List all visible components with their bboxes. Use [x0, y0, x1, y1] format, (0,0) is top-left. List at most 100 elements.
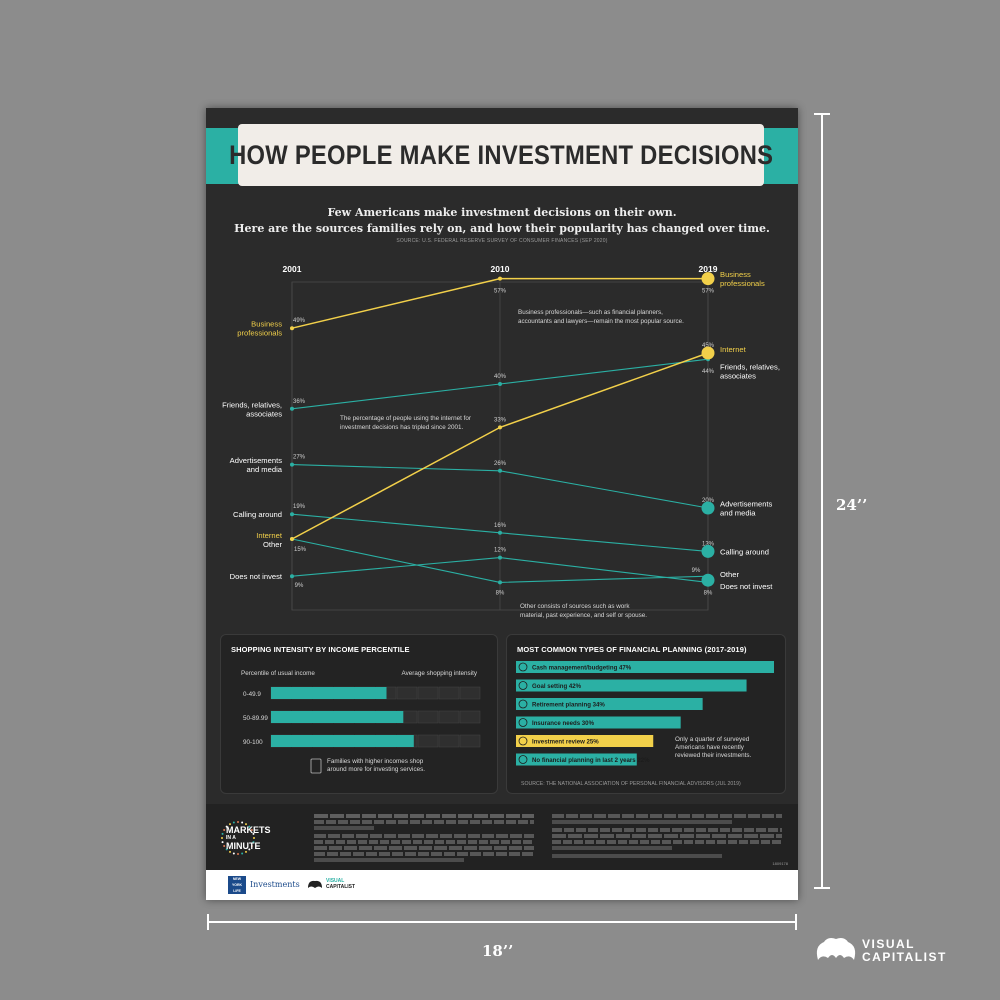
data-point: [498, 425, 502, 430]
logo-dot: [221, 841, 224, 844]
logo-dot: [248, 825, 251, 828]
markets-line-3: MINUTE: [226, 841, 261, 851]
shopping-note: around more for investing services.: [327, 766, 425, 773]
other-annotation: material, past experience, and self or s…: [520, 612, 647, 619]
data-label: 26%: [494, 461, 507, 467]
logo-dot: [237, 853, 239, 855]
data-point: [290, 537, 294, 541]
logo-dot: [225, 848, 228, 851]
intensity-bar: [271, 687, 387, 699]
planning-bar: [516, 735, 654, 747]
footer-disclaimer-text: [552, 812, 782, 868]
data-label: 36%: [293, 399, 306, 405]
shopping-x-label: Percentile of usual income: [241, 670, 315, 677]
intensity-cell: [417, 686, 439, 700]
markets-logo: MARKETS IN A MINUTE: [226, 826, 271, 851]
intensity-cell: [438, 710, 460, 724]
data-point: [290, 574, 294, 579]
logo-dot: [229, 823, 231, 826]
data-label: 13%: [702, 541, 715, 547]
data-label: 40%: [494, 374, 507, 380]
intensity-cell: [459, 734, 481, 748]
logo-dot: [223, 845, 226, 847]
logo-dot: [232, 821, 235, 824]
logo-dot: [250, 845, 253, 847]
shopping-panel-title: SHOPPING INTENSITY BY INCOME PERCENTILE: [231, 645, 410, 654]
series-end-icon: [701, 501, 715, 515]
logo-dot: [252, 841, 255, 844]
left-series-label: Friends, relatives,: [222, 400, 282, 409]
left-series-label: professionals: [237, 329, 282, 338]
planning-icon: [518, 718, 528, 727]
poster: HOW PEOPLE MAKE INVESTMENT DECISIONS Few…: [206, 108, 798, 900]
data-point: [498, 580, 502, 585]
footer-code: 1809178: [772, 861, 788, 866]
left-series-label: and media: [247, 465, 283, 474]
planning-label: Investment review 25%: [532, 739, 599, 746]
logo-dot: [237, 821, 239, 823]
planning-value: 42%: [569, 683, 582, 690]
planning-icon: [518, 662, 528, 672]
data-label: 9%: [692, 568, 701, 574]
title-box: HOW PEOPLE MAKE INVESTMENT DECISIONS: [229, 124, 773, 186]
planning-label: Cash management/budgeting 47%: [532, 665, 632, 672]
planning-bar: [516, 698, 703, 710]
visual-capitalist-footer-logo: VISUAL CAPITALIST: [326, 878, 355, 890]
data-point: [498, 382, 502, 386]
left-series-label: Internet: [256, 531, 283, 540]
planning-chart: Cash management/budgeting 47% Goal settin…: [516, 661, 774, 787]
data-label: 44%: [702, 369, 715, 375]
markets-line-1: MARKETS: [226, 825, 271, 835]
intensity-bar: [271, 711, 404, 723]
planning-value: 47%: [619, 665, 632, 672]
planning-icon: [518, 681, 528, 690]
right-series-label: Calling around: [720, 547, 769, 556]
data-point: [290, 512, 294, 517]
width-dimension-label: 18’’: [482, 942, 514, 960]
logo-dot: [241, 852, 244, 855]
planning-icon: [518, 755, 528, 764]
data-label: 20%: [702, 498, 715, 504]
shopping-row-label: 50-89.99: [243, 715, 268, 722]
intensity-bar: [271, 735, 414, 747]
data-label: 27%: [293, 455, 306, 461]
planning-bar: [516, 753, 637, 766]
visual-capitalist-brand: VISUAL CAPITALIST: [862, 938, 947, 964]
footer: MARKETS IN A MINUTE 1809178: [206, 804, 798, 870]
logo-dot: [221, 832, 224, 835]
other-annotation: Other consists of sources such as work: [520, 603, 630, 610]
year-label-2001: 2001: [283, 264, 302, 274]
planning-value: 30%: [582, 720, 595, 727]
internet-annotation: The percentage of people using the inter…: [340, 415, 471, 422]
planning-icon: [518, 699, 528, 709]
right-series-label: Friends, relatives,: [720, 363, 780, 372]
left-series-label: Other: [263, 540, 282, 549]
vc-footer-line-2: CAPITALIST: [326, 884, 356, 890]
planning-value: 22%: [637, 757, 650, 764]
left-series-label: Advertisements: [230, 456, 283, 465]
planning-label: Insurance needs 30%: [532, 720, 595, 727]
intensity-cell: [438, 686, 460, 700]
business-annotation: accountants and lawyers—remain the most …: [518, 318, 684, 325]
intensity-cell: [396, 686, 418, 700]
financial-planning-panel: MOST COMMON TYPES OF FINANCIAL PLANNING …: [506, 634, 786, 794]
intensity-cell: [417, 710, 439, 724]
planning-label: No financial planning in last 2 years 22…: [532, 757, 650, 764]
data-label: 8%: [704, 590, 713, 596]
visual-capitalist-footer-icon: [308, 880, 322, 888]
data-point: [498, 530, 502, 535]
shopping-y-label: Average shopping intensity: [402, 670, 478, 677]
logo-dot: [241, 821, 244, 824]
data-label: 8%: [496, 590, 505, 596]
logo-dot: [223, 829, 226, 831]
shopping-row-label: 90-100: [243, 739, 263, 746]
intensity-cell: [438, 734, 460, 748]
data-label: 9%: [295, 583, 304, 589]
data-label: 15%: [294, 547, 307, 553]
vc-footer-line-1: VISUAL: [326, 878, 345, 884]
poster-title: HOW PEOPLE MAKE INVESTMENT DECISIONS: [228, 139, 774, 170]
logo-dot: [248, 848, 251, 851]
planning-icon: [518, 736, 528, 746]
right-series-label: professionals: [720, 279, 765, 288]
series-end-icon: [701, 272, 715, 286]
